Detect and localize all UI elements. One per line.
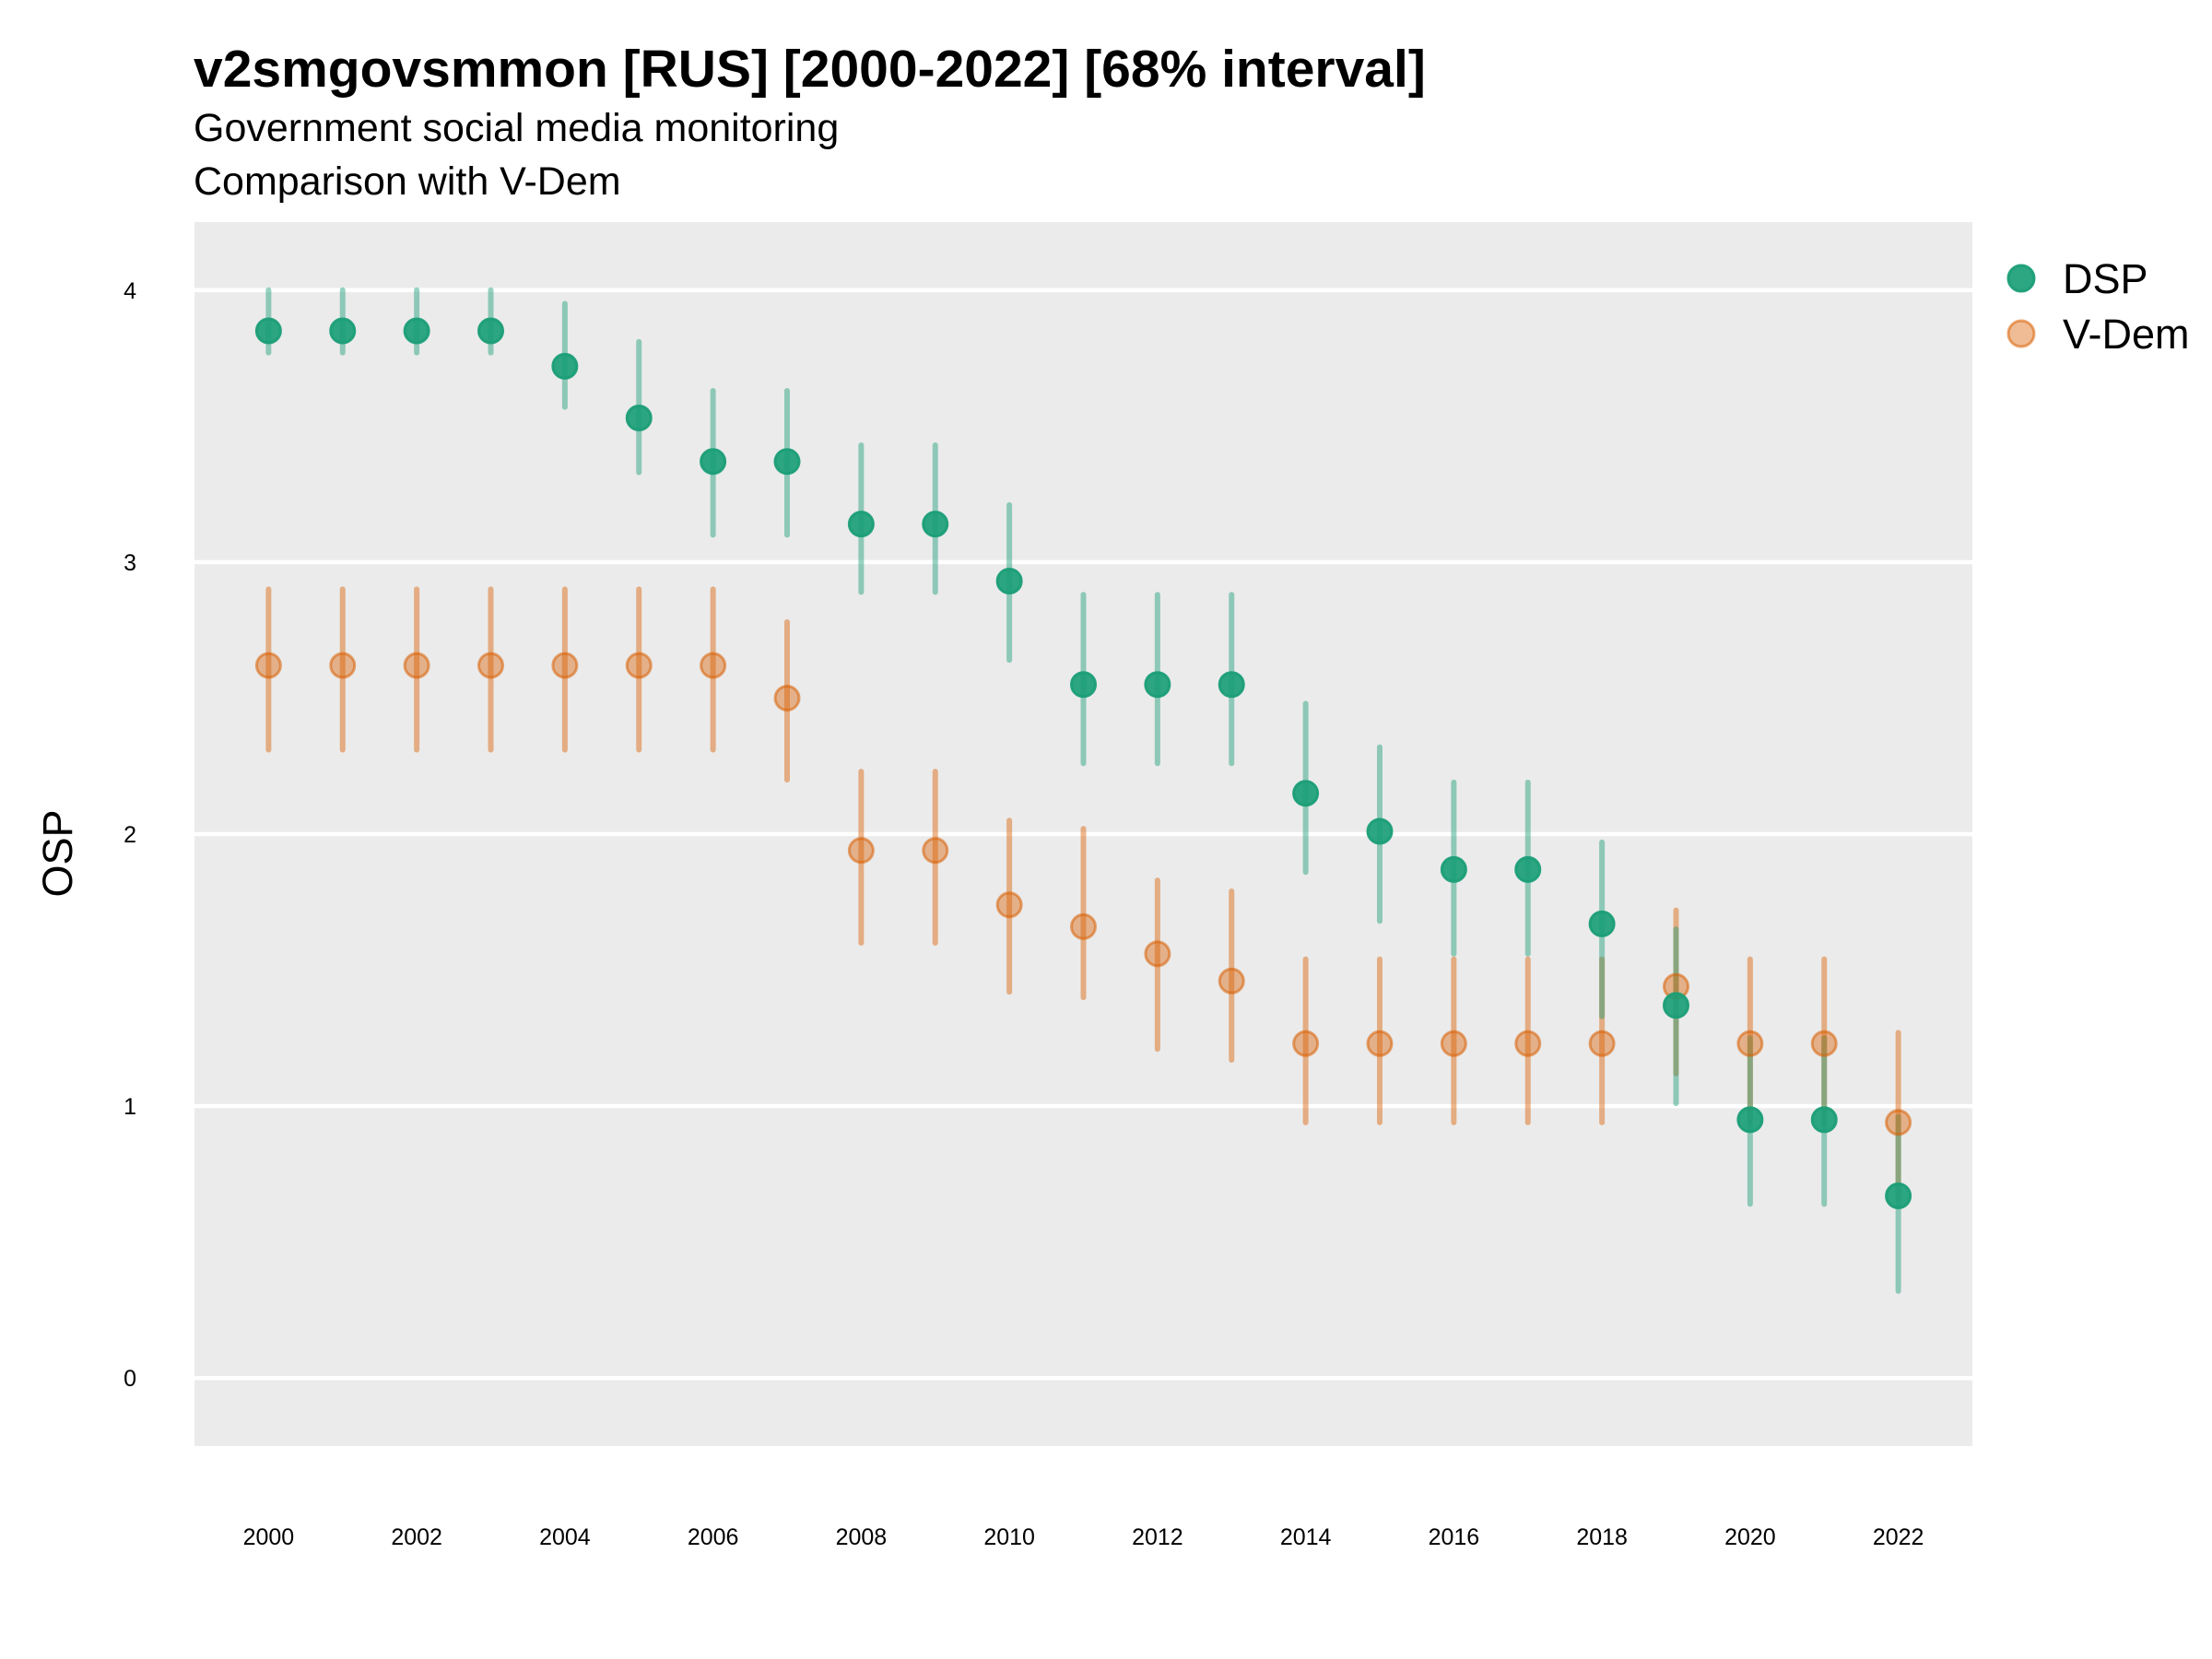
x-tick-label: 2004 xyxy=(539,1524,591,1550)
y-tick-label: 1 xyxy=(124,1094,136,1120)
chart-caption: Comparison with V-Dem xyxy=(194,159,621,204)
x-tick-label: 2018 xyxy=(1576,1524,1628,1550)
point-dsp xyxy=(1663,992,1689,1019)
x-tick-label: 2016 xyxy=(1429,1524,1480,1550)
point-dsp xyxy=(1144,671,1171,699)
x-tick-label: 2022 xyxy=(1873,1524,1924,1550)
point-dsp xyxy=(922,511,949,538)
legend-key-dsp xyxy=(2006,264,2036,293)
point-dsp xyxy=(329,317,357,345)
point-v-dem xyxy=(1736,1030,1764,1057)
point-dsp xyxy=(625,404,653,431)
x-tick-label: 2020 xyxy=(1724,1524,1776,1550)
point-v-dem xyxy=(329,652,357,679)
point-v-dem xyxy=(773,684,801,712)
legend-label: DSP xyxy=(2063,255,2148,302)
x-tick-label: 2000 xyxy=(243,1524,295,1550)
x-tick-label: 2008 xyxy=(836,1524,888,1550)
legend-key-v-dem xyxy=(2006,319,2036,348)
point-v-dem xyxy=(1218,967,1245,994)
point-dsp xyxy=(995,568,1023,595)
chart-title: v2smgovsmmon [RUS] [2000-2022] [68% inte… xyxy=(194,40,1426,99)
gridlines xyxy=(194,288,1972,1381)
point-v-dem xyxy=(847,837,875,865)
x-tick-label: 2014 xyxy=(1280,1524,1332,1550)
point-v-dem xyxy=(551,652,579,679)
x-tick-label: 2006 xyxy=(688,1524,739,1550)
point-dsp xyxy=(1588,910,1616,937)
point-v-dem xyxy=(995,891,1023,919)
point-v-dem xyxy=(1440,1030,1467,1057)
y-axis-title: OSP xyxy=(34,809,81,897)
point-v-dem xyxy=(700,652,727,679)
point-v-dem xyxy=(1070,912,1097,940)
point-dsp xyxy=(1440,855,1467,883)
x-tick-label: 2012 xyxy=(1132,1524,1183,1550)
point-dsp xyxy=(1514,855,1542,883)
point-dsp xyxy=(700,448,727,476)
y-tick-label: 2 xyxy=(124,822,136,848)
point-v-dem xyxy=(254,652,282,679)
legend-label: V-Dem xyxy=(2063,311,2190,358)
chart-subtitle: Government social media monitoring xyxy=(194,106,840,150)
point-v-dem xyxy=(922,837,949,865)
y-axis: 0 1 2 3 4 xyxy=(124,278,136,1392)
point-v-dem xyxy=(1588,1030,1616,1057)
point-dsp xyxy=(1292,780,1320,807)
point-v-dem xyxy=(1144,940,1171,968)
point-dsp xyxy=(1070,671,1097,699)
point-v-dem xyxy=(1292,1030,1320,1057)
point-dsp xyxy=(773,448,801,476)
point-dsp xyxy=(1366,818,1394,845)
legend: DSP V-Dem xyxy=(2006,255,2190,358)
x-axis: 2000 2002 2004 2006 2008 2010 2012 2014 2016 2018… xyxy=(243,1524,1924,1550)
y-tick-label: 0 xyxy=(124,1366,136,1392)
point-v-dem xyxy=(403,652,430,679)
point-dsp xyxy=(551,352,579,380)
data-points xyxy=(254,317,1912,1209)
point-dsp xyxy=(403,317,430,345)
x-tick-label: 2010 xyxy=(983,1524,1035,1550)
point-dsp xyxy=(1218,671,1245,699)
point-dsp xyxy=(1736,1106,1764,1134)
point-v-dem xyxy=(477,652,504,679)
point-v-dem xyxy=(1366,1030,1394,1057)
point-dsp xyxy=(847,511,875,538)
point-dsp xyxy=(1885,1182,1912,1209)
point-dsp xyxy=(477,317,504,345)
point-dsp xyxy=(254,317,282,345)
x-tick-label: 2002 xyxy=(391,1524,442,1550)
point-v-dem xyxy=(1885,1109,1912,1136)
point-v-dem xyxy=(1514,1030,1542,1057)
point-v-dem xyxy=(625,652,653,679)
y-tick-label: 4 xyxy=(124,278,136,304)
point-v-dem xyxy=(1810,1030,1838,1057)
y-tick-label: 3 xyxy=(124,550,136,576)
point-dsp xyxy=(1810,1106,1838,1134)
